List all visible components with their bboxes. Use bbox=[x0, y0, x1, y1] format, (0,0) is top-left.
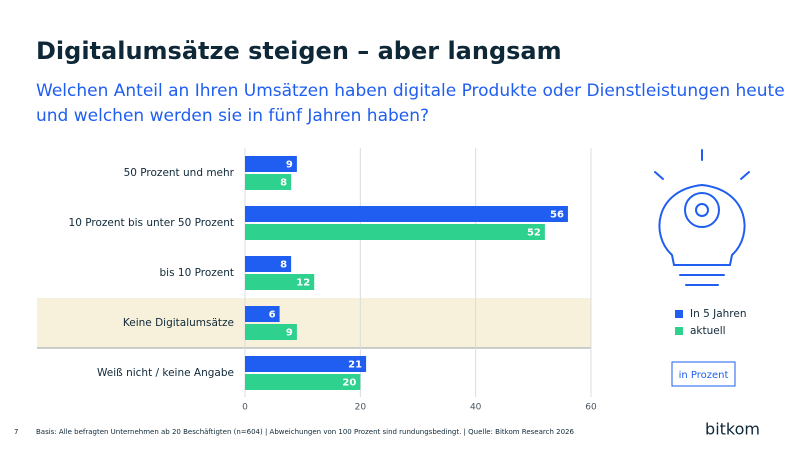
bar bbox=[245, 274, 315, 290]
value-label: 6 bbox=[269, 310, 276, 321]
y-tick-label: 50 Prozent und mehr bbox=[124, 167, 235, 179]
value-label: 9 bbox=[286, 328, 293, 339]
bar bbox=[245, 224, 545, 240]
value-label: 21 bbox=[348, 360, 362, 371]
value-label: 56 bbox=[550, 210, 564, 221]
bar bbox=[245, 324, 297, 340]
value-label: 8 bbox=[280, 178, 287, 189]
bar bbox=[245, 306, 280, 322]
legend-label: In 5 Jahren bbox=[690, 308, 747, 320]
x-tick-label: 0 bbox=[242, 403, 248, 413]
chart-subtitle: Welchen Anteil an Ihren Umsätzen haben d… bbox=[36, 81, 785, 101]
bar bbox=[245, 206, 568, 222]
y-tick-label: Keine Digitalumsätze bbox=[123, 317, 234, 329]
bar bbox=[245, 374, 361, 390]
unit-box bbox=[671, 361, 736, 387]
value-label: 20 bbox=[342, 378, 356, 389]
x-tick-label: 40 bbox=[470, 403, 482, 413]
value-label: 8 bbox=[280, 260, 287, 271]
highlight-band bbox=[37, 298, 591, 348]
source-note: Basis: Alle befragten Unternehmen ab 20 … bbox=[36, 428, 574, 436]
logo: bitkom bbox=[705, 420, 760, 439]
y-tick-label: bis 10 Prozent bbox=[160, 267, 235, 279]
page-number: 7 bbox=[14, 428, 18, 436]
legend-swatch bbox=[675, 310, 683, 318]
lightbulb-icon bbox=[654, 149, 750, 286]
unit-note: in Prozent bbox=[679, 370, 729, 381]
x-tick-label: 60 bbox=[585, 403, 597, 413]
value-label: 9 bbox=[286, 160, 293, 171]
bar bbox=[245, 256, 292, 272]
legend: In 5 Jahren aktuell bbox=[675, 308, 747, 337]
y-tick-label: Weiß nicht / keine Angabe bbox=[97, 367, 234, 379]
legend-label: aktuell bbox=[690, 325, 726, 337]
plot: 0 20 40 60 50 Prozent und mehr 9 8 10 Prozent b… bbox=[69, 148, 597, 413]
x-tick-label: 20 bbox=[355, 403, 367, 413]
bar bbox=[245, 156, 297, 172]
chart-subtitle: und welchen werden sie in fünf Jahren ha… bbox=[36, 106, 429, 126]
value-label: 52 bbox=[527, 228, 541, 239]
chart-title: Digitalumsätze steigen – aber langsam bbox=[36, 37, 562, 65]
value-label: 12 bbox=[296, 278, 310, 289]
bar bbox=[245, 356, 367, 372]
bar bbox=[245, 174, 292, 190]
legend-swatch bbox=[675, 327, 683, 335]
y-tick-label: 10 Prozent bis unter 50 Prozent bbox=[69, 217, 234, 229]
